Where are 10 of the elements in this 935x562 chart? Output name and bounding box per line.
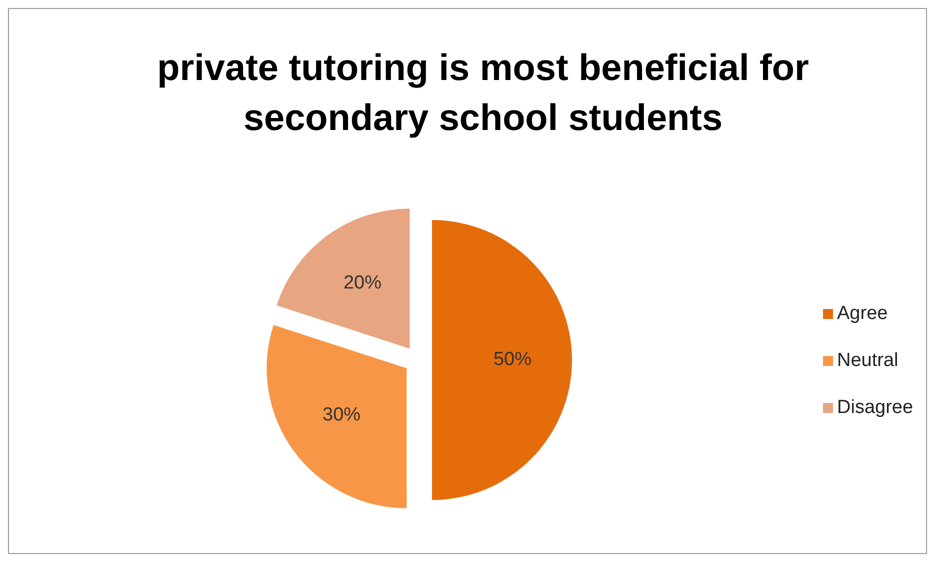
legend-label: Disagree [837, 397, 914, 418]
data-label: 50% [493, 349, 532, 370]
legend-label: Agree [837, 303, 888, 324]
data-label: 20% [343, 272, 382, 294]
legend-entry: Disagree [823, 397, 914, 418]
legend-label: Neutral [837, 350, 898, 372]
data-label: 30% [322, 404, 361, 426]
chart-title: private tutoring is most beneficial for secondary school students [157, 47, 809, 138]
legend-entry: Agree [823, 303, 888, 324]
legend-entry: Neutral [823, 350, 898, 372]
